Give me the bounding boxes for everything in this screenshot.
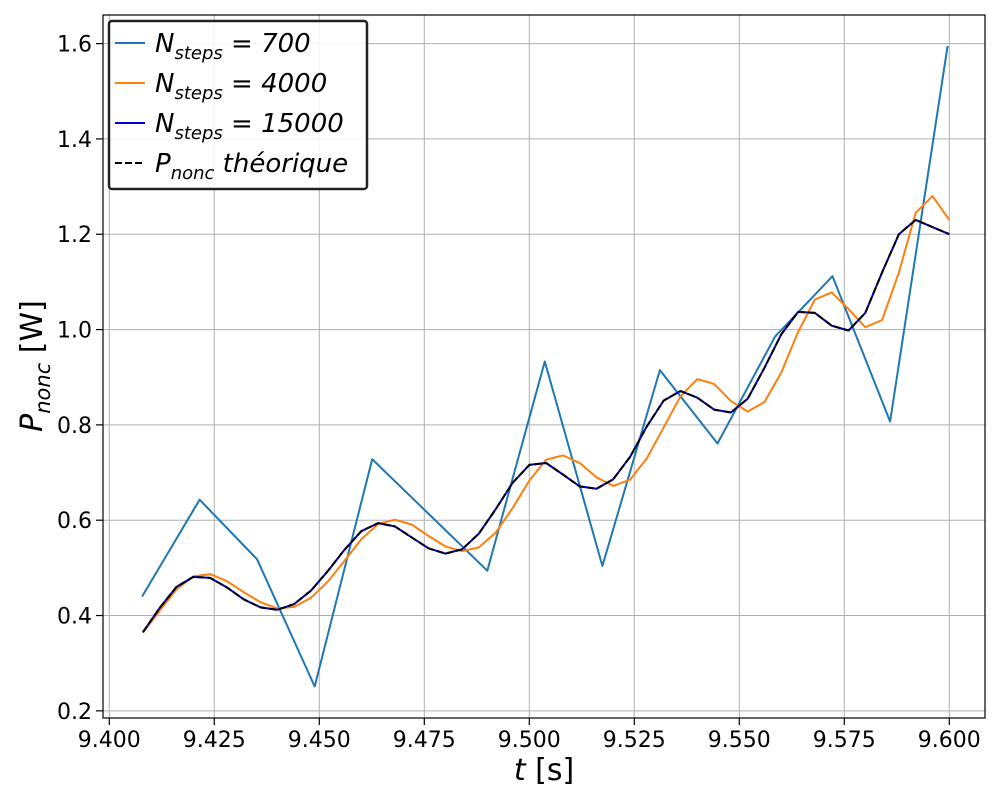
x-tick-label: 9.400 <box>78 728 141 753</box>
series-line-2 <box>142 195 951 634</box>
legend-label-sub: steps <box>174 83 222 104</box>
legend-label: Nsteps = 4000 <box>155 69 327 104</box>
legend-label: Nsteps = 15000 <box>155 109 344 144</box>
x-axis-ticks: 9.400 9.425 9.450 9.475 9.500 9.525 9.550 9.575… <box>78 718 981 753</box>
x-tick-label: 9.500 <box>498 728 561 753</box>
x-tick-label: 9.575 <box>813 728 876 753</box>
x-tick-label: 9.425 <box>183 728 246 753</box>
legend-label: Nsteps = 700 <box>155 29 311 64</box>
x-tick-label: 9.525 <box>603 728 666 753</box>
x-tick-label: 9.550 <box>708 728 771 753</box>
x-axis-label-unit: [s] <box>526 753 575 788</box>
x-axis-label: t [s] <box>514 753 574 788</box>
x-tick-label: 9.475 <box>393 728 456 753</box>
legend-label-rest: = 700 <box>223 29 311 59</box>
legend-label-sub: nonc <box>171 163 215 184</box>
y-tick-label: 0.4 <box>57 605 92 630</box>
y-tick-label: 1.6 <box>57 33 92 58</box>
series-line-4 <box>142 218 950 633</box>
y-tick-label: 0.8 <box>57 414 92 439</box>
y-tick-label: 1.0 <box>57 319 92 344</box>
legend-label-sub: steps <box>174 123 222 144</box>
legend-label-rest: = 4000 <box>223 69 327 99</box>
y-tick-label: 1.2 <box>57 223 92 248</box>
y-axis-label-sub: nonc <box>31 362 55 413</box>
legend-label-sub: steps <box>174 43 222 64</box>
legend-label: Pnonc théorique <box>155 149 348 184</box>
legend-label-rest: = 15000 <box>223 109 344 139</box>
plot-series <box>141 45 951 688</box>
x-axis-label-var: t <box>514 753 527 788</box>
legend-label-main: N <box>155 69 174 99</box>
legend-label-main: N <box>155 109 174 139</box>
y-tick-label: 0.2 <box>57 700 92 725</box>
plot-frame <box>102 14 986 719</box>
y-axis-label: Pnonc [W] <box>15 300 55 432</box>
y-tick-label: 0.6 <box>57 509 92 534</box>
x-tick-label: 9.600 <box>918 728 981 753</box>
x-tick-label: 9.450 <box>288 728 351 753</box>
y-axis-ticks: 0.2 0.4 0.6 0.8 1.0 1.2 1.4 1.6 <box>57 33 103 725</box>
legend-label-main: P <box>155 149 171 179</box>
legend-label-rest: théorique <box>214 149 348 179</box>
y-axis-label-var: P <box>15 413 50 432</box>
legend-box <box>107 19 369 191</box>
y-tick-label: 1.4 <box>57 128 92 153</box>
series-line-1 <box>141 45 949 688</box>
legend-label-main: N <box>155 29 174 59</box>
y-axis-label-unit: [W] <box>15 300 50 363</box>
